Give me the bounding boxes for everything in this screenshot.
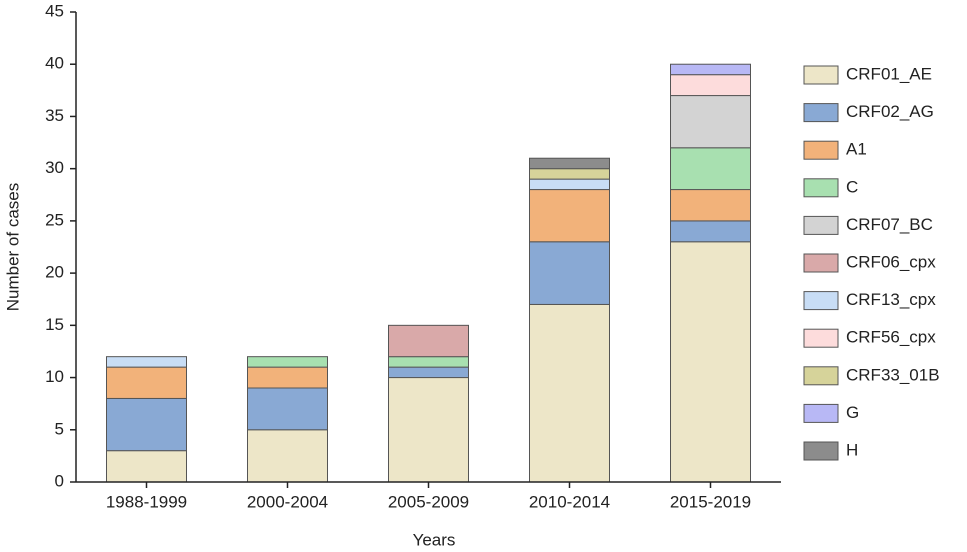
y-tick-label: 35 [45, 106, 64, 125]
bar-segment [670, 220, 751, 243]
legend-label: CRF02_AG [846, 102, 934, 121]
legend-swatch [803, 366, 839, 386]
bar-segment [670, 241, 751, 483]
bar-segment [247, 366, 328, 389]
bar-segment [106, 450, 187, 483]
bar-segment [529, 168, 610, 180]
bar-segment [529, 189, 610, 243]
legend-swatch [803, 291, 839, 311]
legend-label: CRF06_cpx [846, 252, 936, 271]
y-axis-label: Number of cases [3, 183, 22, 312]
bar-segment [529, 241, 610, 305]
legend-label: CRF01_AE [846, 64, 932, 83]
legend-label: CRF56_cpx [846, 328, 936, 347]
y-tick-label: 30 [45, 158, 64, 177]
legend-swatch [803, 215, 839, 235]
bar-segment [670, 95, 751, 149]
y-tick-label: 15 [45, 315, 64, 334]
legend-swatch [803, 253, 839, 273]
y-tick-label: 5 [55, 419, 64, 438]
legend-label: C [846, 177, 858, 196]
bar-segment [670, 74, 751, 97]
x-tick-label: 2005-2009 [388, 492, 469, 511]
legend-label: CRF33_01B [846, 365, 940, 384]
legend-swatch [803, 140, 839, 160]
bar-segment [388, 366, 469, 379]
x-tick-label: 2010-2014 [529, 492, 610, 511]
y-tick-label: 25 [45, 210, 64, 229]
y-tick-label: 40 [45, 54, 64, 73]
bar-segment [388, 356, 469, 368]
bar-segment [106, 366, 187, 399]
bar-segment [106, 356, 187, 368]
bar-segment [670, 189, 751, 222]
legend-label: G [846, 403, 859, 422]
bar-segment [529, 178, 610, 191]
legend-swatch [803, 403, 839, 423]
x-tick-label: 2015-2019 [670, 492, 751, 511]
bar-segment [106, 397, 187, 452]
y-tick-label: 10 [45, 367, 64, 386]
x-axis-label: Years [413, 530, 456, 549]
y-tick-label: 45 [45, 1, 64, 20]
y-tick-label: 0 [55, 471, 64, 490]
legend-swatch [803, 103, 839, 123]
bar-segment [529, 303, 610, 483]
bar-segment [670, 63, 751, 76]
bar-segment [247, 429, 328, 483]
legend-swatch [803, 328, 839, 348]
y-tick-label: 20 [45, 263, 64, 282]
x-tick-label: 1988-1999 [106, 492, 187, 511]
bar-segment [247, 356, 328, 368]
legend-swatch [803, 65, 839, 85]
bar-segment [529, 157, 610, 170]
bar-segment [388, 324, 469, 358]
legend-label: A1 [846, 140, 867, 159]
x-tick-label: 2000-2004 [247, 492, 328, 511]
legend-swatch [803, 441, 839, 461]
bar-segment [388, 377, 469, 483]
bar-segment [670, 147, 751, 191]
legend-label: H [846, 440, 858, 459]
bar-segment [247, 387, 328, 431]
legend-swatch [803, 178, 839, 198]
legend-label: CRF13_cpx [846, 290, 936, 309]
legend-label: CRF07_BC [846, 215, 933, 234]
